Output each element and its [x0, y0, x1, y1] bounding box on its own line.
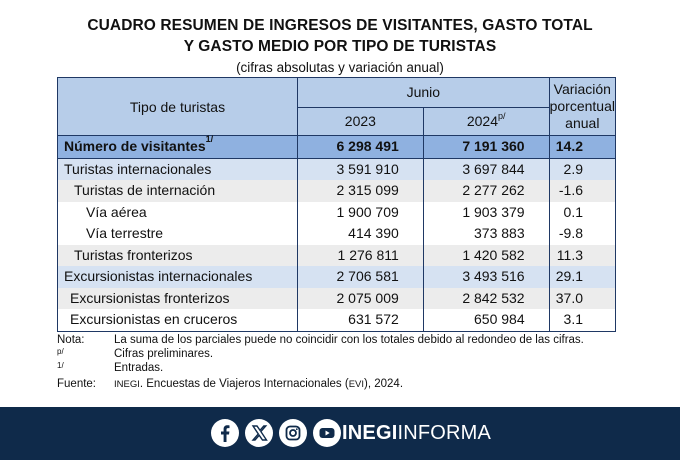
- note-key: Nota:: [57, 334, 85, 346]
- note-text: INEGI. Encuestas de Viajeros Internacion…: [114, 378, 404, 390]
- x-icon[interactable]: [245, 419, 273, 447]
- footer-bar: INEGIINFORMA: [0, 407, 680, 460]
- row-label: Vía terrestre: [57, 223, 298, 245]
- title-line-1: CUADRO RESUMEN DE INGRESOS DE VISITANTES…: [87, 17, 593, 34]
- cell-variacion: 11.3: [549, 244, 617, 266]
- header-2024: 2024p/: [422, 106, 550, 136]
- cell-2023: 2 315 099: [297, 180, 424, 202]
- header-junio: Junio: [296, 77, 550, 108]
- table-row: Excursionistas fronterizos 2 075 009 2 8…: [57, 287, 617, 309]
- cell-2024: 7 191 360: [423, 135, 550, 159]
- table-row: Turistas de internación 2 315 099 2 277 …: [57, 180, 617, 202]
- cell-2023: 2 075 009: [297, 287, 424, 309]
- note-row: Nota: La suma de los parciales puede no …: [57, 333, 657, 347]
- cell-2024: 650 984: [423, 309, 550, 332]
- cell-variacion: -9.8: [549, 223, 617, 245]
- table-row: Turistas fronterizos 1 276 811 1 420 582…: [57, 244, 617, 266]
- cell-2024: 1 420 582: [423, 244, 550, 266]
- cell-2024: 3 493 516: [423, 266, 550, 288]
- cell-2023: 6 298 491: [297, 135, 424, 159]
- cell-variacion: 14.2: [549, 135, 617, 159]
- cell-variacion: 0.1: [549, 201, 617, 223]
- header-tipo: Tipo de turistas: [57, 77, 298, 136]
- row-label: Número de visitantes1/: [57, 134, 298, 159]
- table-row: Vía aérea 1 900 709 1 903 379 0.1: [57, 201, 617, 223]
- note-text: La suma de los parciales puede no coinci…: [114, 334, 584, 346]
- note-row: p/ Cifras preliminares.: [57, 347, 657, 361]
- cell-variacion: 37.0: [549, 287, 617, 309]
- row-label: Turistas fronterizos: [57, 244, 298, 266]
- row-label: Excursionistas en cruceros: [57, 309, 298, 332]
- note-text: Cifras preliminares.: [114, 348, 214, 360]
- cell-2024: 2 277 262: [423, 180, 550, 202]
- note-key: 1/: [57, 361, 64, 370]
- notes: Nota: La suma de los parciales puede no …: [57, 333, 657, 391]
- cell-variacion: -1.6: [549, 180, 617, 202]
- note-text: Entradas.: [114, 362, 164, 374]
- cell-variacion: 29.1: [549, 266, 617, 288]
- table-row: Turistas internacionales 3 591 910 3 697…: [57, 158, 617, 180]
- subtitle: (cifras absolutas y variación anual): [236, 60, 444, 75]
- table-row: Excursionistas en cruceros 631 572 650 9…: [57, 309, 617, 332]
- cell-2023: 1 900 709: [297, 201, 424, 223]
- note-row: Fuente: INEGI. Encuestas de Viajeros Int…: [57, 377, 657, 391]
- table-row: Número de visitantes1/ 6 298 491 7 191 3…: [57, 134, 617, 159]
- cell-variacion: 3.1: [549, 309, 617, 332]
- cell-2023: 2 706 581: [297, 266, 424, 288]
- row-label: Turistas de internación: [57, 180, 298, 202]
- note-key: p/: [57, 347, 64, 356]
- cell-2024: 3 697 844: [423, 158, 550, 180]
- table-row: Excursionistas internacionales 2 706 581…: [57, 266, 617, 288]
- inegi-informa-brand: INEGIINFORMA: [342, 422, 492, 444]
- header-variacion: Variación porcentual anual: [548, 77, 617, 136]
- note-key: Fuente:: [57, 378, 96, 390]
- row-label: Vía aérea: [57, 201, 298, 223]
- row-label: Excursionistas internacionales: [57, 266, 298, 288]
- cell-2023: 631 572: [297, 309, 424, 332]
- title-line-2: Y GASTO MEDIO POR TIPO DE TURISTAS: [183, 38, 497, 55]
- cell-2024: 1 903 379: [423, 201, 550, 223]
- instagram-icon[interactable]: [279, 419, 307, 447]
- visitors-table: Tipo de turistas Junio Variación porcent…: [57, 77, 617, 332]
- cell-2023: 3 591 910: [297, 158, 424, 180]
- row-label: Excursionistas fronterizos: [57, 287, 298, 309]
- note-row: 1/ Entradas.: [57, 361, 657, 375]
- header-2023: 2023: [296, 106, 424, 136]
- youtube-icon[interactable]: [313, 419, 341, 447]
- cell-2023: 414 390: [297, 223, 424, 245]
- cell-variacion: 2.9: [549, 158, 617, 180]
- table-row: Vía terrestre 414 390 373 883 -9.8: [57, 223, 617, 245]
- cell-2024: 2 842 532: [423, 287, 550, 309]
- row-label: Turistas internacionales: [57, 158, 298, 180]
- facebook-icon[interactable]: [211, 419, 239, 447]
- cell-2024: 373 883: [423, 223, 550, 245]
- cell-2023: 1 276 811: [297, 244, 424, 266]
